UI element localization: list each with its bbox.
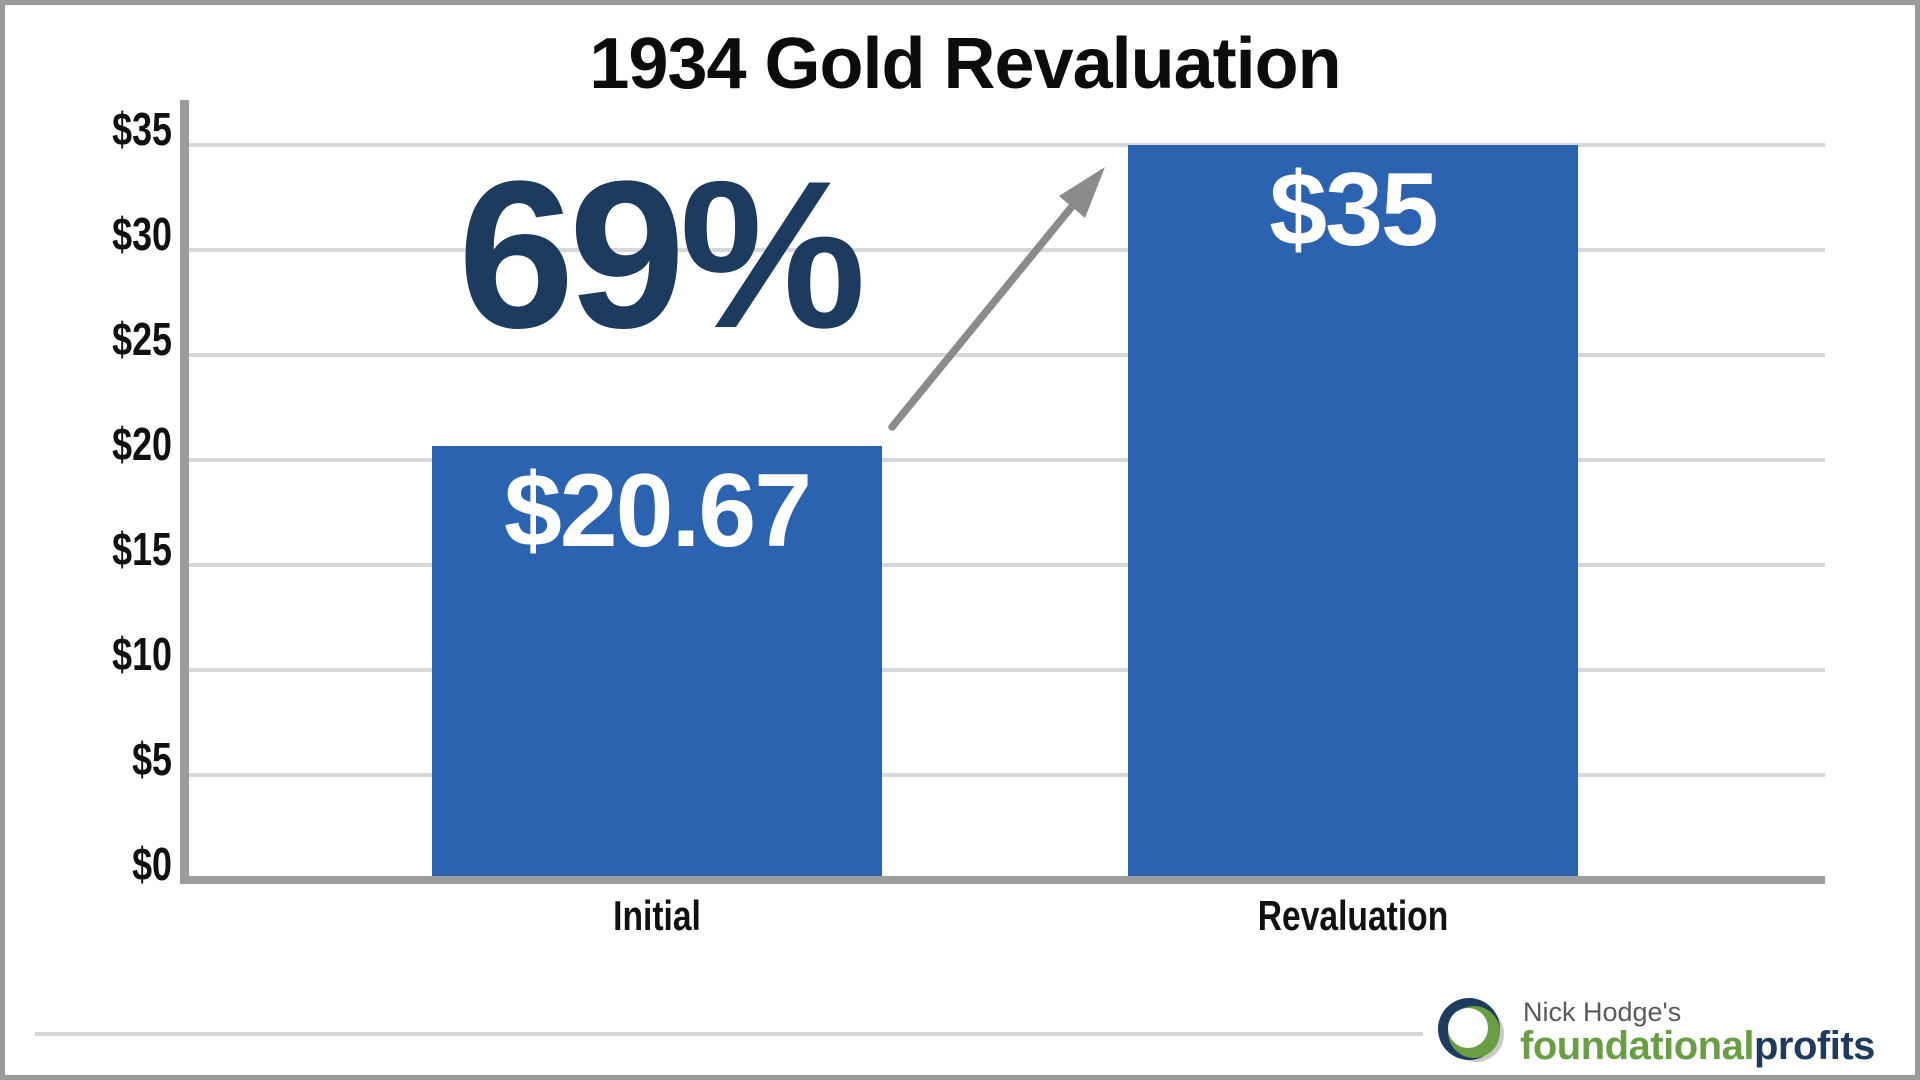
y-tick-label: $20 bbox=[112, 418, 172, 470]
category-label: Initial bbox=[613, 892, 701, 939]
footer-divider bbox=[35, 1032, 1423, 1036]
brand-name-text: foundationalprofits bbox=[1520, 1025, 1875, 1067]
gridline bbox=[189, 143, 1825, 147]
brand-logo: Nick Hodge's foundationalprofits bbox=[1438, 995, 1908, 1073]
y-tick-label: $15 bbox=[112, 523, 172, 575]
logo-mark-icon bbox=[1438, 998, 1504, 1062]
gridline bbox=[189, 458, 1825, 462]
brand-name-foundational: foundational bbox=[1520, 1024, 1754, 1068]
gridline bbox=[189, 353, 1825, 357]
bar bbox=[1128, 145, 1578, 876]
growth-arrow-icon bbox=[888, 167, 1105, 431]
gridline bbox=[189, 563, 1825, 567]
percent-change-annotation: 69% bbox=[457, 137, 866, 372]
brand-name-profits: profits bbox=[1753, 1024, 1875, 1068]
x-axis-line bbox=[180, 876, 1825, 884]
gridline bbox=[189, 773, 1825, 777]
y-tick-label: $25 bbox=[112, 313, 172, 365]
y-tick-label: $30 bbox=[112, 208, 172, 260]
y-tick-label: $35 bbox=[112, 103, 172, 155]
chart-title: 1934 Gold Revaluation bbox=[589, 24, 1341, 104]
brand-owner-text: Nick Hodge's bbox=[1523, 997, 1682, 1027]
y-tick-label: $10 bbox=[112, 628, 172, 680]
y-tick-label: $0 bbox=[132, 838, 172, 890]
gridline bbox=[189, 668, 1825, 672]
category-label: Revaluation bbox=[1257, 892, 1449, 939]
y-tick-label: $5 bbox=[132, 733, 172, 785]
gridline bbox=[189, 248, 1825, 252]
bar-value-label: $20.67 bbox=[503, 453, 812, 569]
y-axis-line bbox=[180, 100, 189, 884]
bar bbox=[432, 446, 882, 876]
bar-value-label: $35 bbox=[1269, 152, 1439, 268]
